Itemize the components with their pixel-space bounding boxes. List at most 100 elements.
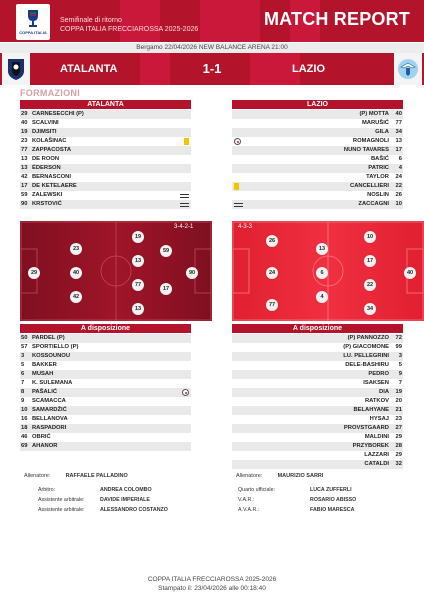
home-coach: Allenatore: RAFFAELE PALLADINO	[24, 473, 128, 479]
player-name: DIA	[379, 388, 389, 397]
trophy-icon	[25, 9, 41, 29]
home-formation-pitch: 3-4-2-1 29 23 40 42 19 13 77 13 59 17 90	[20, 221, 212, 321]
player-number: 77	[21, 146, 31, 155]
player-row: 7 K. SULEMANA	[20, 379, 191, 388]
player-row: 13 ÉDERSON	[20, 164, 191, 173]
player-row: 40 SCALVINI	[20, 119, 191, 128]
player-name: KRSTOVIĆ	[32, 200, 62, 209]
player-name: MUSAH	[32, 370, 53, 379]
player-position-marker: 77	[132, 279, 144, 291]
player-number: 17	[392, 146, 402, 155]
home-subs-list: 50 PARDEL (P) 57 SPORTIELLO (P) 3 KOSSOUNOU 5 B…	[20, 334, 191, 451]
player-number: 10	[392, 200, 402, 209]
official-name: LUCA ZUFFERLI	[310, 485, 352, 495]
player-row: 6 BAŠIĆ	[232, 155, 403, 164]
player-row: 19 DJIMSITI	[20, 128, 191, 137]
player-name: DJIMSITI	[32, 128, 56, 137]
player-number: 9	[392, 370, 402, 379]
event-slot	[234, 201, 243, 211]
player-name: ÉDERSON	[32, 164, 61, 173]
coach-label: Allenatore:	[236, 473, 262, 479]
player-number: 69	[21, 442, 31, 451]
player-number: 4	[392, 164, 402, 173]
player-name: CARNESECCHI (P)	[32, 110, 84, 119]
player-name: ZACCAGNI	[358, 200, 389, 209]
home-lineup-header: ATALANTA	[20, 100, 191, 109]
player-name: PRZYBOREK	[353, 442, 389, 451]
player-name: MARUŠIĆ	[362, 119, 389, 128]
player-name: K. SULEMANA	[32, 379, 72, 388]
competition-logo: COPPA ITALIA	[16, 4, 50, 40]
player-number: 27	[392, 424, 402, 433]
official-name: ALESSANDRO COSTANZO	[100, 505, 168, 515]
home-starters-list: 29 CARNESECCHI (P) 40 SCALVINI 19 DJIMSITI 23 K…	[20, 110, 191, 209]
competition-season: COPPA ITALIA FRECCIAROSSA 2025-2026	[60, 26, 198, 33]
player-number: 50	[21, 334, 31, 343]
player-row: 3 LU. PELLEGRINI	[232, 352, 403, 361]
player-row: 17 NUNO TAVARES	[232, 146, 403, 155]
player-number: 13	[21, 164, 31, 173]
player-row: 16 BELLANOVA	[20, 415, 191, 424]
player-position-marker: 13	[132, 303, 144, 315]
player-number: 22	[392, 182, 402, 191]
official-row: Assistente arbitrale: DAVIDE IMPERIALE	[38, 495, 218, 505]
player-name: AHANOR	[32, 442, 57, 451]
player-name: RATKOV	[365, 397, 389, 406]
player-name: RASPADORI	[32, 424, 66, 433]
competition-round: Semifinale di ritorno	[60, 17, 122, 24]
player-number: 26	[392, 191, 402, 200]
player-row: 13 DE ROON	[20, 155, 191, 164]
player-number: 57	[21, 343, 31, 352]
player-number: 29	[392, 433, 402, 442]
home-subs-header: A disposizione	[20, 324, 191, 333]
away-starters-list: 40 (P) MOTTA 77 MARUŠIĆ 34 GILA 13 ROMAGNOLI 17 N…	[232, 110, 403, 209]
player-number: 46	[21, 433, 31, 442]
section-title: FORMAZIONI	[20, 88, 80, 98]
player-row: 90 KRSTOVIĆ	[20, 200, 191, 209]
official-name: FABIO MARESCA	[310, 505, 354, 515]
player-row: 32 CATALDI	[232, 460, 403, 469]
player-position-marker: 40	[404, 267, 416, 279]
player-row: 99 (P) GIACOMONE	[232, 343, 403, 352]
player-number: 72	[392, 334, 402, 343]
player-number: 20	[392, 397, 402, 406]
player-number: 90	[21, 200, 31, 209]
player-row: 18 RASPADORI	[20, 424, 191, 433]
official-name: ROSARIO ABISSO	[310, 495, 356, 505]
player-number: 16	[21, 415, 31, 424]
footer-competition: COPPA ITALIA FRECCIAROSSA 2025-2026	[0, 576, 424, 583]
player-position-marker: 90	[186, 267, 198, 279]
player-number: 40	[21, 119, 31, 128]
player-row: 26 NOSLIN	[232, 191, 403, 200]
player-position-marker: 24	[266, 267, 278, 279]
player-row: 40 (P) MOTTA	[232, 110, 403, 119]
player-number: 19	[21, 128, 31, 137]
player-name: (P) PANNOZZO	[348, 334, 389, 343]
player-row: 3 KOSSOUNOU	[20, 352, 191, 361]
player-row: 29 MALDINI	[232, 433, 403, 442]
official-role: A.V.A.R.:	[238, 505, 259, 515]
player-number: 5	[21, 361, 31, 370]
player-number: 7	[392, 379, 402, 388]
player-number: 10	[21, 406, 31, 415]
player-row: 29 LAZZARI	[232, 451, 403, 460]
player-number: 3	[21, 352, 31, 361]
away-subs-header: A disposizione	[232, 324, 403, 333]
player-number: 8	[21, 388, 31, 397]
player-number: 34	[392, 128, 402, 137]
home-formation-label: 3-4-2-1	[174, 224, 193, 230]
away-team-name: LAZIO	[292, 63, 325, 75]
player-name: ZALEWSKI	[32, 191, 62, 200]
player-number: 17	[21, 182, 31, 191]
player-number: 23	[21, 137, 31, 146]
away-formation-label: 4-3-3	[238, 224, 252, 230]
away-subs-list: 72 (P) PANNOZZO 99 (P) GIACOMONE 3 LU. PELLEG…	[232, 334, 403, 469]
player-name: SPORTIELLO (P)	[32, 343, 78, 352]
official-row: A.V.A.R.: FABIO MARESCA	[238, 505, 418, 515]
official-row: V.A.R.: ROSARIO ABISSO	[238, 495, 418, 505]
player-number: 21	[392, 406, 402, 415]
player-row: 5 BAKKER	[20, 361, 191, 370]
logo-text: COPPA ITALIA	[19, 30, 46, 35]
player-name: BERNASCONI	[32, 173, 71, 182]
page-title: MATCH REPORT	[264, 9, 410, 30]
